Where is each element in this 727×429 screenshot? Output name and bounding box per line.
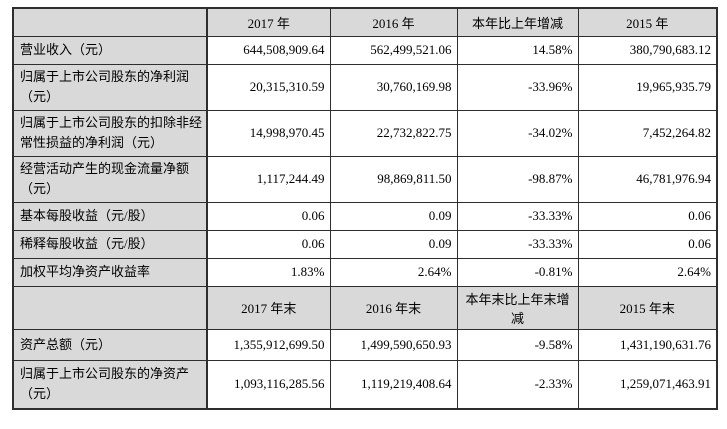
- value-2015: 7,452,264.82: [577, 109, 718, 157]
- value-change: -98.87%: [456, 155, 579, 203]
- header-2015-year-end: 2015 年末: [577, 285, 718, 330]
- value-change: -0.81%: [456, 257, 579, 287]
- table-row-basic-eps: 基本每股收益（元/股） 0.06 0.09 -33.33% 0.06: [12, 201, 718, 231]
- row-label: 经营活动产生的现金流量净额（元）: [12, 155, 208, 203]
- value-change: -33.96%: [456, 63, 579, 111]
- header-row-year-end: 2017 年末 2016 年末 本年末比上年末增减 2015 年末: [12, 285, 718, 330]
- value-2017: 1,093,116,285.56: [206, 359, 331, 410]
- row-label: 加权平均净资产收益率: [12, 257, 208, 287]
- header-row-annual: 2017 年 2016 年 本年比上年增减 2015 年: [12, 7, 718, 37]
- value-2016: 562,499,521.06: [329, 35, 458, 65]
- value-2015: 0.06: [577, 229, 718, 259]
- value-change: -9.58%: [456, 328, 579, 361]
- value-2017: 1,355,912,699.50: [206, 328, 331, 361]
- value-2015: 2.64%: [577, 257, 718, 287]
- value-2017: 14,998,970.45: [206, 109, 331, 157]
- value-2016: 1,499,590,650.93: [329, 328, 458, 361]
- value-2015: 380,790,683.12: [577, 35, 718, 65]
- financial-summary-table: 2017 年 2016 年 本年比上年增减 2015 年 营业收入（元） 644…: [12, 7, 718, 410]
- table-row-net-profit-excl-nonrecurring: 归属于上市公司股东的扣除非经常性损益的净利润（元） 14,998,970.45 …: [12, 109, 718, 157]
- row-label: 资产总额（元）: [12, 328, 208, 361]
- table-row-diluted-eps: 稀释每股收益（元/股） 0.06 0.09 -33.33% 0.06: [12, 229, 718, 259]
- value-2015: 0.06: [577, 201, 718, 231]
- row-label: 归属于上市公司股东的净资产（元）: [12, 359, 208, 410]
- header-yoy-change: 本年比上年增减: [456, 7, 579, 37]
- value-2016: 2.64%: [329, 257, 458, 287]
- table-row-weighted-avg-roe: 加权平均净资产收益率 1.83% 2.64% -0.81% 2.64%: [12, 257, 718, 287]
- table-row-net-assets: 归属于上市公司股东的净资产（元） 1,093,116,285.56 1,119,…: [12, 359, 718, 410]
- value-change: -2.33%: [456, 359, 579, 410]
- row-label: 归属于上市公司股东的扣除非经常性损益的净利润（元）: [12, 109, 208, 157]
- value-2016: 1,119,219,408.64: [329, 359, 458, 410]
- value-2016: 0.09: [329, 201, 458, 231]
- value-change: -33.33%: [456, 201, 579, 231]
- row-label: 归属于上市公司股东的净利润（元）: [12, 63, 208, 111]
- value-change: 14.58%: [456, 35, 579, 65]
- header-corner-cell: [12, 285, 208, 330]
- value-2016: 0.09: [329, 229, 458, 259]
- value-2016: 30,760,169.98: [329, 63, 458, 111]
- header-2016: 2016 年: [329, 7, 458, 37]
- table-row-net-profit: 归属于上市公司股东的净利润（元） 20,315,310.59 30,760,16…: [12, 63, 718, 111]
- row-label: 稀释每股收益（元/股）: [12, 229, 208, 259]
- value-2017: 0.06: [206, 201, 331, 231]
- value-2016: 98,869,811.50: [329, 155, 458, 203]
- value-2015: 1,259,071,463.91: [577, 359, 718, 410]
- value-2017: 1.83%: [206, 257, 331, 287]
- header-2015: 2015 年: [577, 7, 718, 37]
- value-2015: 1,431,190,631.76: [577, 328, 718, 361]
- header-corner-cell: [12, 7, 208, 37]
- value-2017: 20,315,310.59: [206, 63, 331, 111]
- table-row-operating-revenue: 营业收入（元） 644,508,909.64 562,499,521.06 14…: [12, 35, 718, 65]
- value-change: -33.33%: [456, 229, 579, 259]
- value-2017: 644,508,909.64: [206, 35, 331, 65]
- table-row-total-assets: 资产总额（元） 1,355,912,699.50 1,499,590,650.9…: [12, 328, 718, 361]
- value-change: -34.02%: [456, 109, 579, 157]
- value-2015: 19,965,935.79: [577, 63, 718, 111]
- value-2016: 22,732,822.75: [329, 109, 458, 157]
- row-label: 基本每股收益（元/股）: [12, 201, 208, 231]
- value-2017: 0.06: [206, 229, 331, 259]
- value-2017: 1,117,244.49: [206, 155, 331, 203]
- header-2017: 2017 年: [206, 7, 331, 37]
- header-2016-year-end: 2016 年末: [329, 285, 458, 330]
- row-label: 营业收入（元）: [12, 35, 208, 65]
- value-2015: 46,781,976.94: [577, 155, 718, 203]
- header-2017-year-end: 2017 年末: [206, 285, 331, 330]
- header-year-end-change: 本年末比上年末增减: [456, 285, 579, 330]
- table-row-operating-cash-flow: 经营活动产生的现金流量净额（元） 1,117,244.49 98,869,811…: [12, 155, 718, 203]
